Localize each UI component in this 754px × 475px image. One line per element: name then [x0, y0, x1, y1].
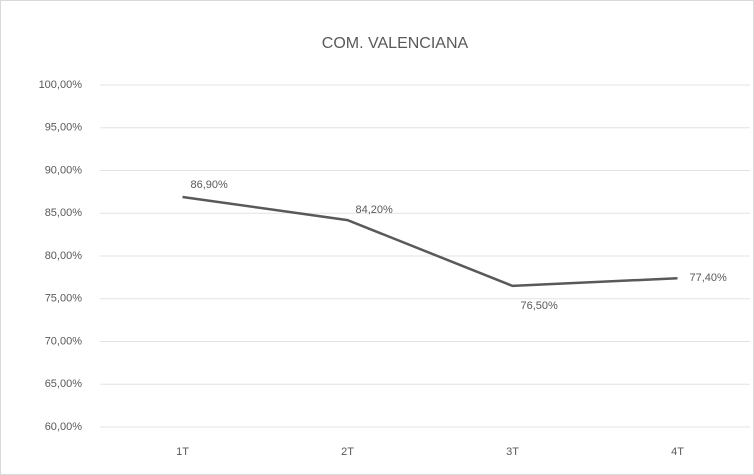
data-line [182, 195, 678, 288]
data-label: 84,20% [356, 204, 394, 216]
data-label: 77,40% [690, 272, 728, 284]
chart-title: COM. VALENCIANA [322, 35, 469, 52]
y-tick-label: 90,00% [45, 164, 83, 176]
y-tick-label: 75,00% [45, 293, 83, 305]
data-label: 86,90% [191, 179, 229, 191]
y-tick-label: 60,00% [45, 421, 83, 433]
data-label: 76,50% [521, 300, 559, 312]
y-tick-label: 65,00% [45, 378, 83, 390]
y-tick-label: 100,00% [39, 79, 83, 91]
x-tick-label: 2T [341, 446, 354, 458]
y-tick-label: 70,00% [45, 335, 83, 347]
y-tick-label: 95,00% [45, 122, 83, 134]
x-tick-label: 1T [176, 446, 189, 458]
x-tick-label: 4T [671, 446, 684, 458]
y-tick-label: 85,00% [45, 207, 83, 219]
x-tick-label: 3T [506, 446, 519, 458]
y-tick-label: 80,00% [45, 250, 83, 262]
